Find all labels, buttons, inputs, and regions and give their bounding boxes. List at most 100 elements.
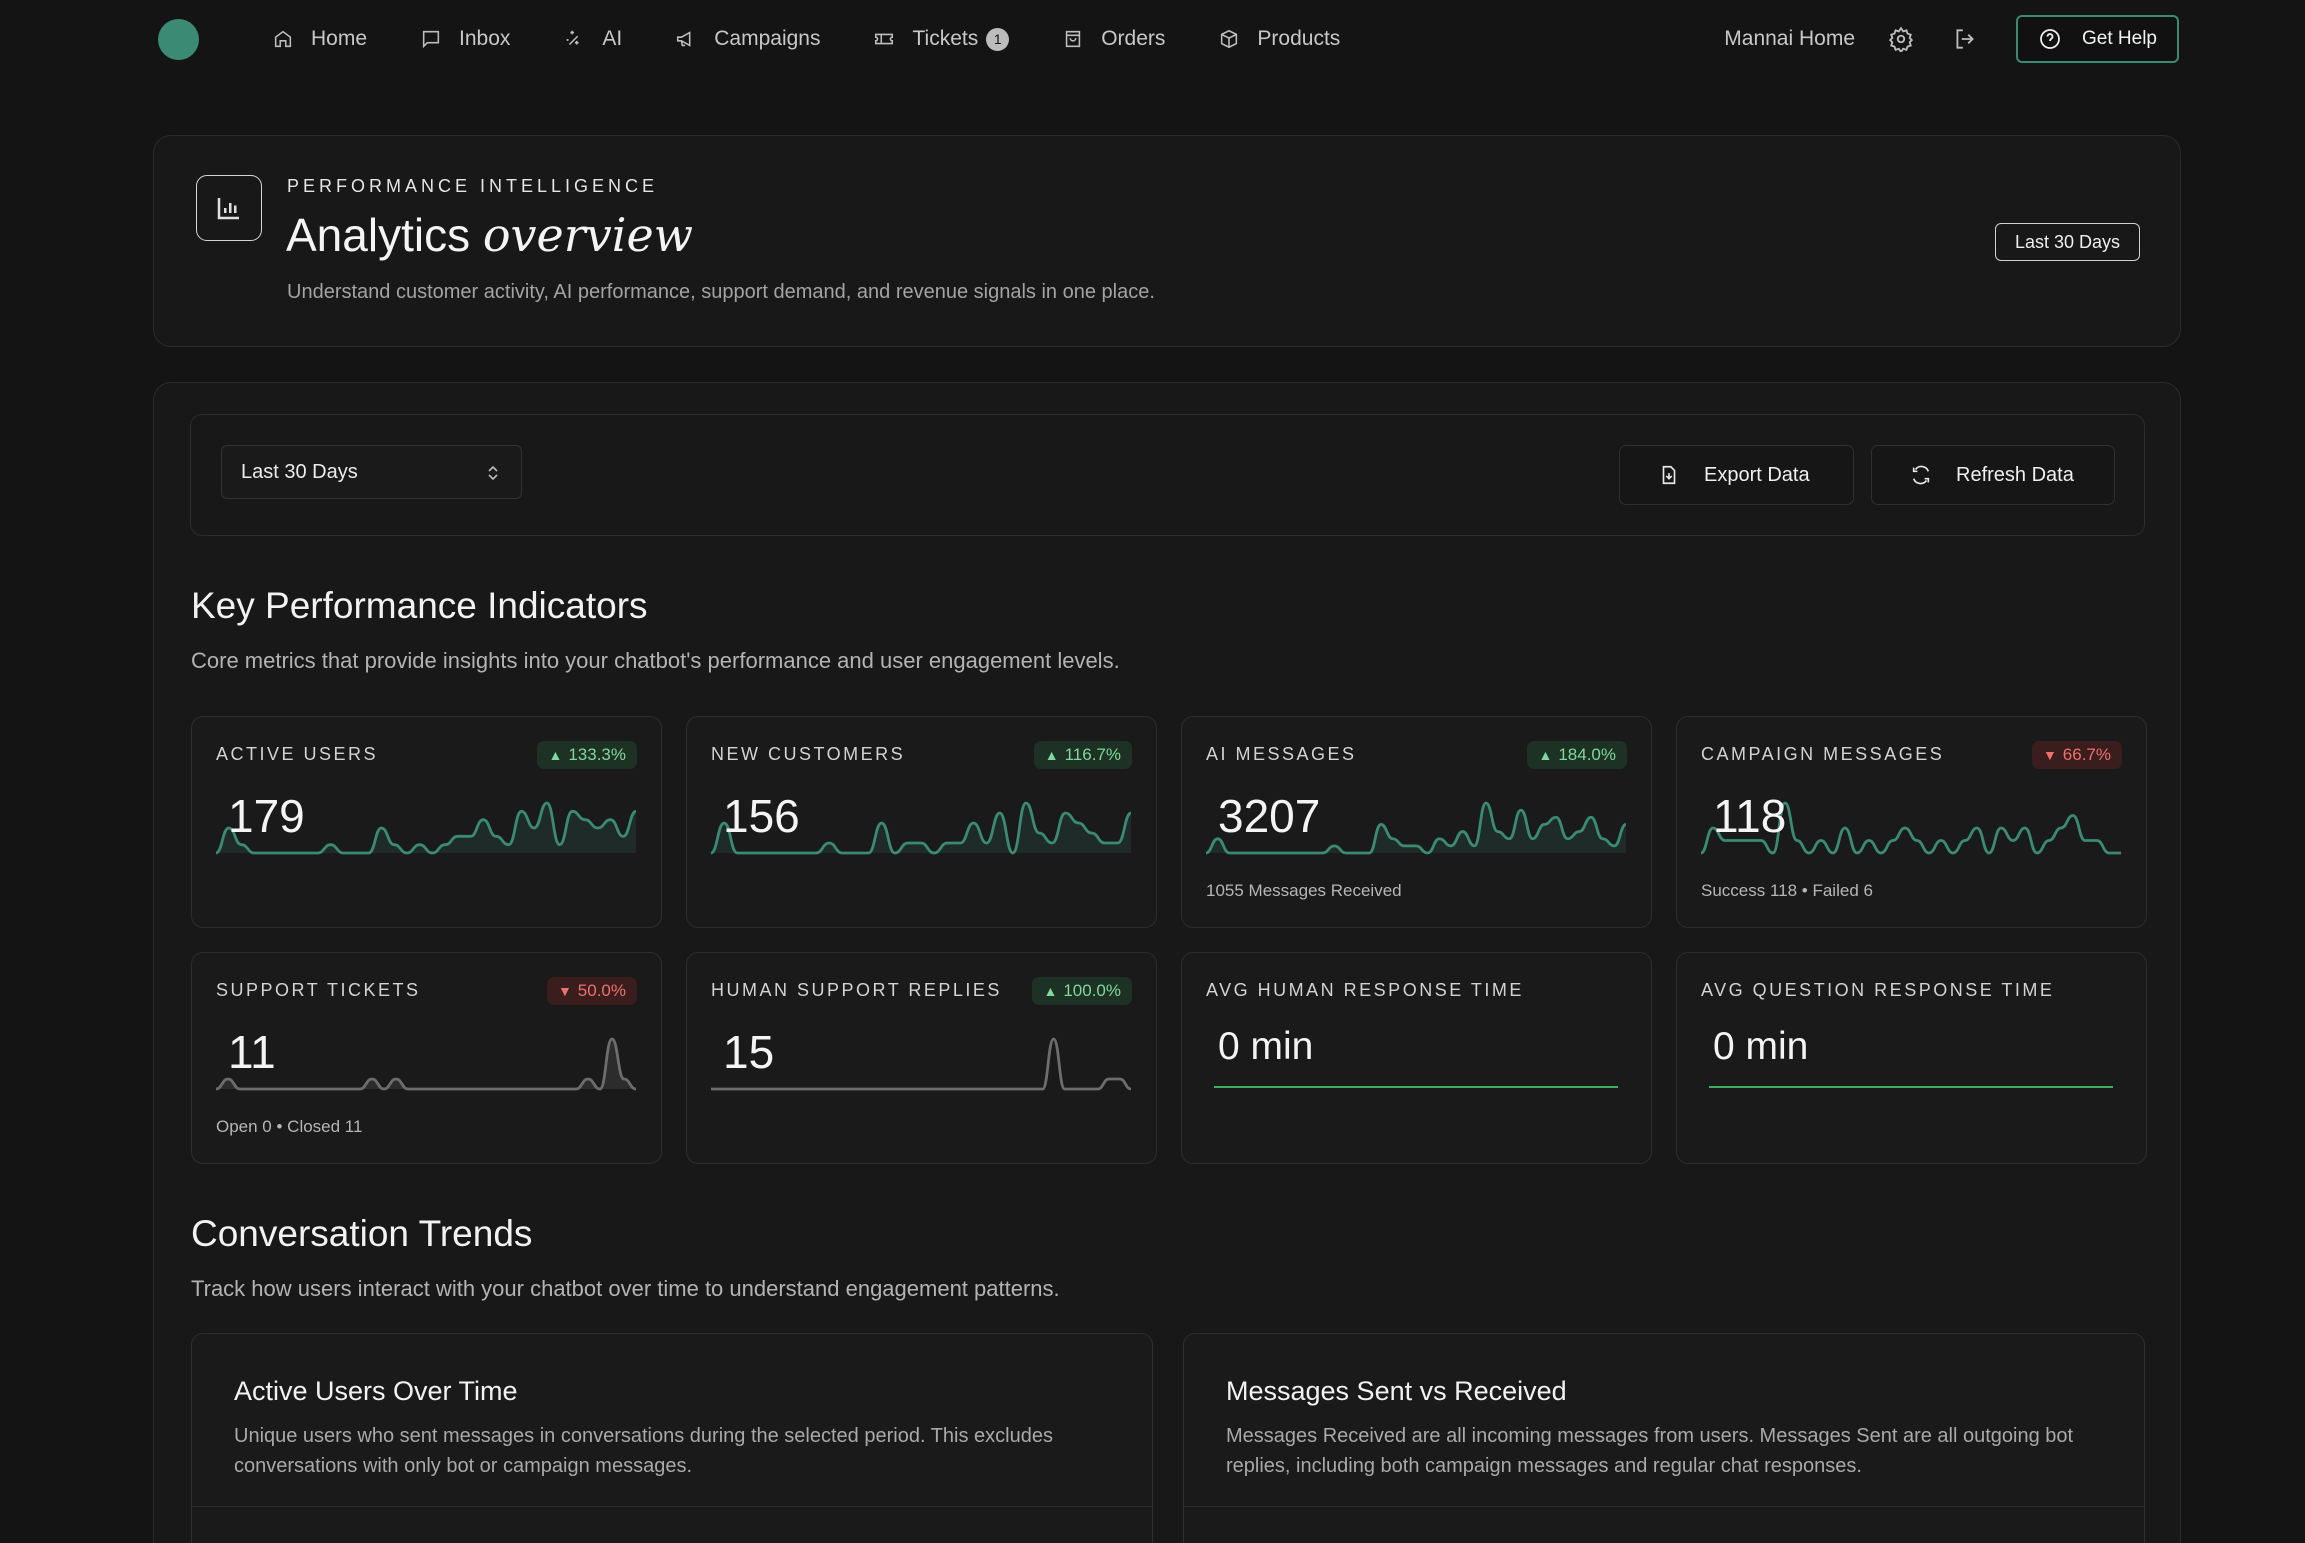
kpi-footnote: 1055 Messages Received <box>1206 881 1402 900</box>
kpi-value: 3207 <box>1218 790 1321 842</box>
trend-card-messages: Messages Sent vs Received Messages Recei… <box>1183 1333 2145 1543</box>
kpi-change-badge: ▲ 184.0% <box>1527 741 1627 769</box>
trend-card-description: Messages Received are all incoming messa… <box>1226 1425 2074 1477</box>
kpi-card-active-users: ACTIVE USERS ▲ 133.3% 179 <box>191 716 662 928</box>
page-title-plain: Analytics <box>286 209 471 261</box>
nav-label: Campaigns <box>714 27 821 50</box>
page-header-card: PERFORMANCE INTELLIGENCE Analytics overv… <box>153 135 2181 347</box>
kpi-card-ai-messages: AI MESSAGES ▲ 184.0% 3207 1055 Messages Rece… <box>1181 716 1652 928</box>
nav-actions: Mannai Home Get Help <box>1724 14 2179 64</box>
nav-label: Tickets <box>912 27 979 50</box>
export-data-button[interactable]: Export Data <box>1619 445 1854 505</box>
nav-item-home[interactable]: Home <box>272 27 367 51</box>
trend-down-icon: ▼ <box>2042 747 2057 763</box>
sparkline-line <box>1206 801 1626 855</box>
bag-icon <box>1066 30 1081 48</box>
kpi-value: 0 min <box>1218 1025 1314 1068</box>
megaphone-icon <box>677 31 691 47</box>
sparkline-line <box>711 1037 1131 1091</box>
kpi-label: ACTIVE USERS <box>216 744 379 764</box>
gear-icon <box>1888 26 1914 54</box>
nav-menu: Home Inbox AI Campaigns Tickets 1 Orders… <box>272 0 1393 78</box>
sparkline-line <box>216 801 636 855</box>
analytics-toolbar: Last 30 Days Export Data Refresh Data <box>190 414 2145 536</box>
divider <box>1184 1506 2144 1507</box>
brand-logo[interactable] <box>158 19 199 60</box>
kpi-card-campaign-messages: CAMPAIGN MESSAGES ▼ 66.7% 118 Success 118 • … <box>1676 716 2147 928</box>
export-label: Export Data <box>1704 463 1810 486</box>
top-navigation: Home Inbox AI Campaigns Tickets 1 Orders… <box>0 0 2305 78</box>
kpi-label: CAMPAIGN MESSAGES <box>1701 744 1945 764</box>
sparkline-line <box>1701 801 2121 855</box>
divider <box>192 1506 1152 1507</box>
trend-card-title: Active Users Over Time <box>234 1376 518 1406</box>
sparkline-area <box>1206 803 1626 853</box>
kpi-card-avg-human-response-time: AVG HUMAN RESPONSE TIME 0 min <box>1181 952 1652 1164</box>
logout-icon <box>1956 29 1974 49</box>
page-eyebrow: PERFORMANCE INTELLIGENCE <box>287 176 659 196</box>
nav-item-products[interactable]: Products <box>1218 27 1340 51</box>
kpi-value: 179 <box>228 790 305 842</box>
date-range-value: Last 30 Days <box>241 460 358 483</box>
sparkline-area <box>216 1039 636 1089</box>
nav-label: Inbox <box>459 27 511 50</box>
refresh-label: Refresh Data <box>1956 463 2074 486</box>
kpi-section-subtitle: Core metrics that provide insights into … <box>191 648 1120 673</box>
page-subtitle: Understand customer activity, AI perform… <box>287 281 1155 303</box>
kpi-sparkline <box>1206 801 1626 855</box>
trends-section-title: Conversation Trends <box>191 1213 533 1254</box>
sparkline-area <box>711 803 1131 853</box>
nav-item-inbox[interactable]: Inbox <box>420 27 510 51</box>
kpi-change-value: 50.0% <box>577 981 626 1000</box>
get-help-button[interactable]: Get Help <box>2016 15 2179 63</box>
kpi-sparkline <box>1214 1086 1618 1088</box>
nav-item-tickets[interactable]: Tickets 1 <box>873 27 1010 51</box>
nav-item-orders[interactable]: Orders <box>1062 27 1165 51</box>
kpi-change-value: 66.7% <box>2062 745 2111 764</box>
inbox-icon <box>422 30 440 49</box>
kpi-sparkline <box>1709 1086 2113 1088</box>
kpi-change-value: 116.7% <box>1064 745 1121 764</box>
date-range-select[interactable]: Last 30 Days <box>221 445 522 499</box>
kpi-sparkline <box>216 1037 636 1091</box>
kpi-footnote: Success 118 • Failed 6 <box>1701 881 1873 900</box>
kpi-card-avg-question-response-time: AVG QUESTION RESPONSE TIME 0 min <box>1676 952 2147 1164</box>
kpi-value: 11 <box>228 1026 276 1078</box>
kpi-sparkline <box>711 1037 1131 1091</box>
nav-label: Products <box>1257 27 1341 50</box>
settings-button[interactable] <box>1888 26 1914 54</box>
kpi-footnote: Open 0 • Closed 11 <box>216 1117 363 1136</box>
nav-label: AI <box>602 27 623 50</box>
bar-chart-icon <box>196 175 262 241</box>
refresh-data-button[interactable]: Refresh Data <box>1871 445 2115 505</box>
nav-label: Orders <box>1101 27 1166 50</box>
kpi-sparkline <box>711 801 1131 855</box>
kpi-value: 15 <box>723 1026 775 1078</box>
kpi-sparkline <box>216 801 636 855</box>
kpi-change-value: 133.3% <box>568 745 626 764</box>
kpi-card-human-support-replies: HUMAN SUPPORT REPLIES ▲ 100.0% 15 <box>686 952 1157 1164</box>
workspace-name[interactable]: Mannai Home <box>1724 27 1856 50</box>
nav-label: Home <box>311 27 368 50</box>
trend-up-icon: ▲ <box>1043 983 1058 999</box>
nav-item-campaigns[interactable]: Campaigns <box>675 27 820 51</box>
sparkline-line <box>711 801 1131 855</box>
period-tag: Last 30 Days <box>1994 223 2140 261</box>
logout-button[interactable] <box>1952 26 1978 52</box>
kpi-change-badge: ▲ 116.7% <box>1033 741 1132 769</box>
kpi-label: NEW CUSTOMERS <box>711 744 906 764</box>
refresh-icon <box>1912 465 1930 485</box>
kpi-change-badge: ▲ 100.0% <box>1032 977 1132 1005</box>
trends-section-subtitle: Track how users interact with your chatb… <box>191 1276 1060 1301</box>
kpi-label: HUMAN SUPPORT REPLIES <box>711 980 1002 1000</box>
trend-up-icon: ▲ <box>1538 747 1553 763</box>
trend-card-title: Messages Sent vs Received <box>1226 1376 1567 1406</box>
analytics-content: Last 30 Days Export Data Refresh Data Ke… <box>153 382 2181 1543</box>
kpi-label: AVG HUMAN RESPONSE TIME <box>1206 980 1524 1000</box>
kpi-section-title: Key Performance Indicators <box>191 585 648 626</box>
nav-item-ai[interactable]: AI <box>563 27 622 51</box>
kpi-change-badge: ▼ 66.7% <box>2031 741 2122 769</box>
kpi-change-badge: ▼ 50.0% <box>546 977 637 1005</box>
kpi-change-badge: ▲ 133.3% <box>537 741 637 769</box>
kpi-value: 0 min <box>1713 1025 1809 1068</box>
